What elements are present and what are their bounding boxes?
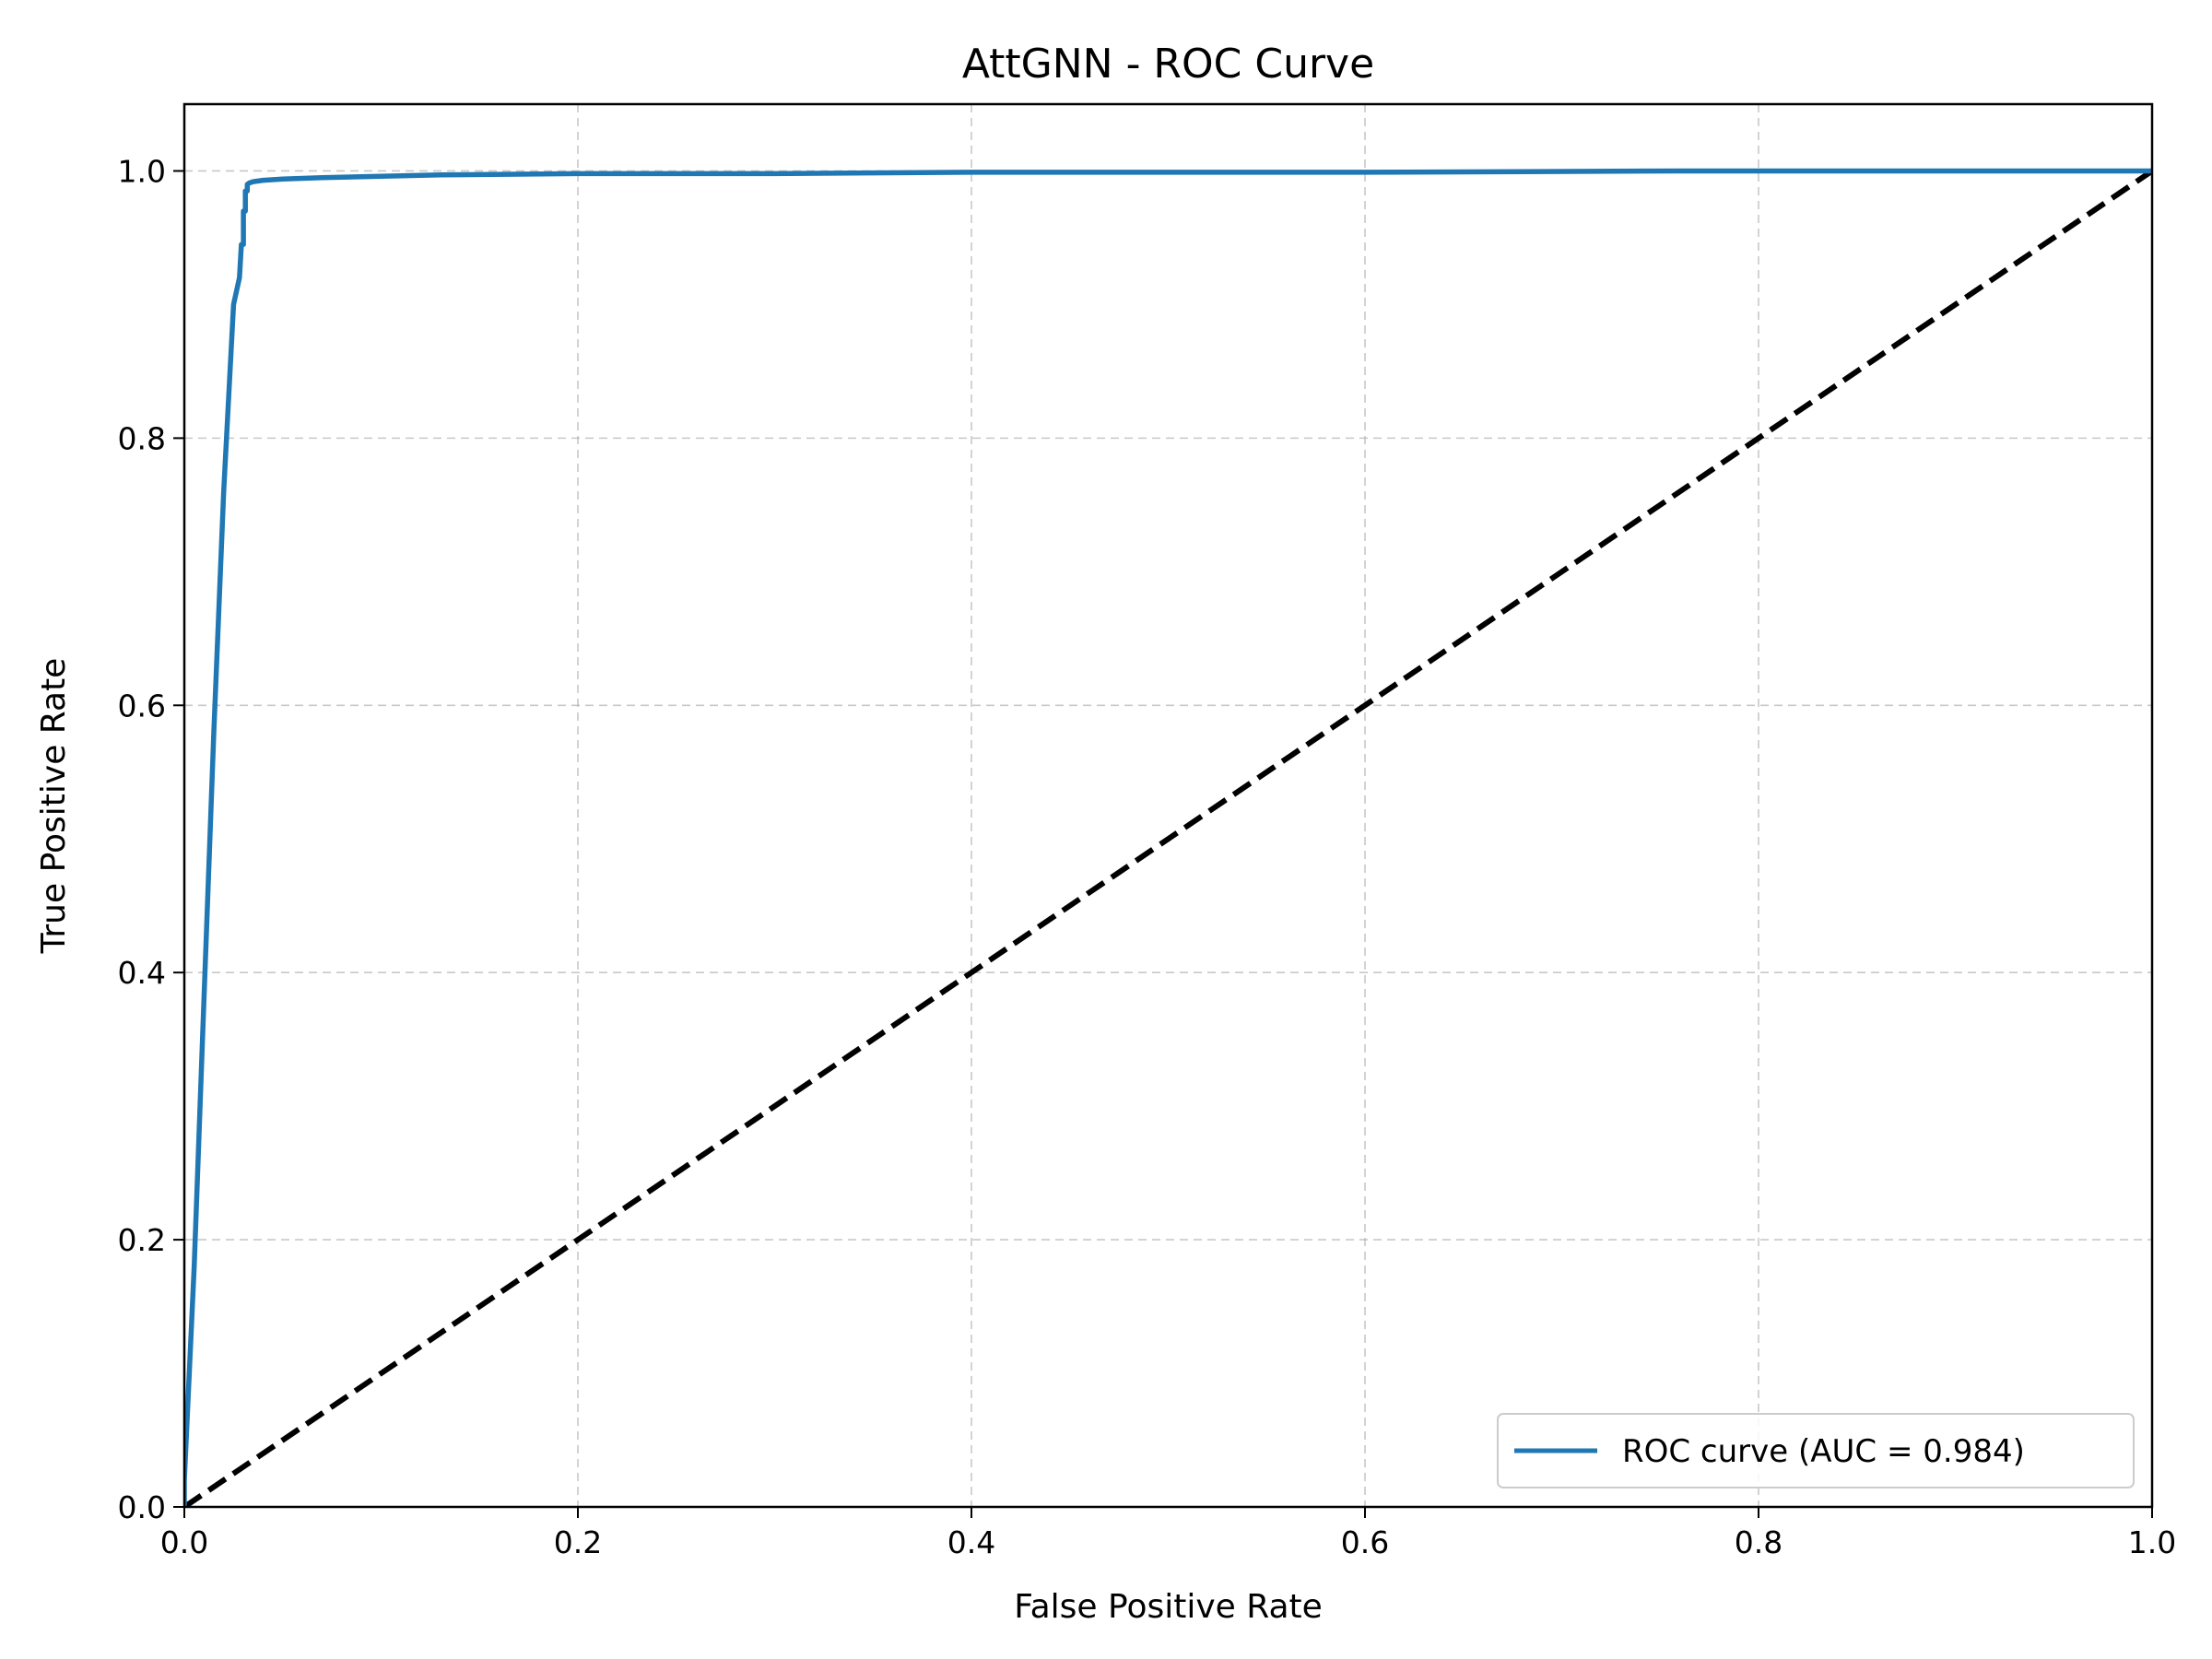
y-tick-label: 0.8 — [118, 420, 166, 456]
y-tick-label: 0.4 — [118, 955, 166, 991]
axes-frame — [182, 102, 2154, 1509]
x-tick-label: 0.4 — [947, 1524, 995, 1560]
y-tick-label: 0.2 — [118, 1222, 166, 1258]
x-tick-label: 0.2 — [554, 1524, 602, 1560]
x-tick-label: 1.0 — [2128, 1524, 2176, 1560]
y-tick-label: 1.0 — [118, 153, 166, 189]
x-tick-label: 0.0 — [160, 1524, 208, 1560]
chance-diagonal-line — [184, 169, 2152, 1507]
x-axis-label: False Positive Rate — [1014, 1588, 1323, 1626]
legend-label-roc: ROC curve (AUC = 0.984) — [1622, 1433, 2025, 1470]
y-axis-label: True Positive Rate — [35, 658, 73, 955]
x-tick-label: 0.8 — [1735, 1524, 1783, 1560]
y-tick-label: 0.0 — [118, 1489, 166, 1525]
plot-area — [184, 168, 2152, 1507]
y-tick-label: 0.6 — [118, 688, 166, 724]
x-tick-label: 0.6 — [1341, 1524, 1389, 1560]
chart-title: AttGNN - ROC Curve — [962, 41, 1374, 88]
x-axis: 0.0 0.2 0.4 0.6 0.8 1.0 — [160, 1507, 2176, 1560]
y-axis: 0.0 0.2 0.4 0.6 0.8 1.0 — [118, 153, 184, 1525]
roc-curve-line — [184, 168, 2152, 1507]
legend: ROC curve (AUC = 0.984) — [1497, 1413, 2135, 1488]
legend-box — [1497, 1413, 2135, 1488]
